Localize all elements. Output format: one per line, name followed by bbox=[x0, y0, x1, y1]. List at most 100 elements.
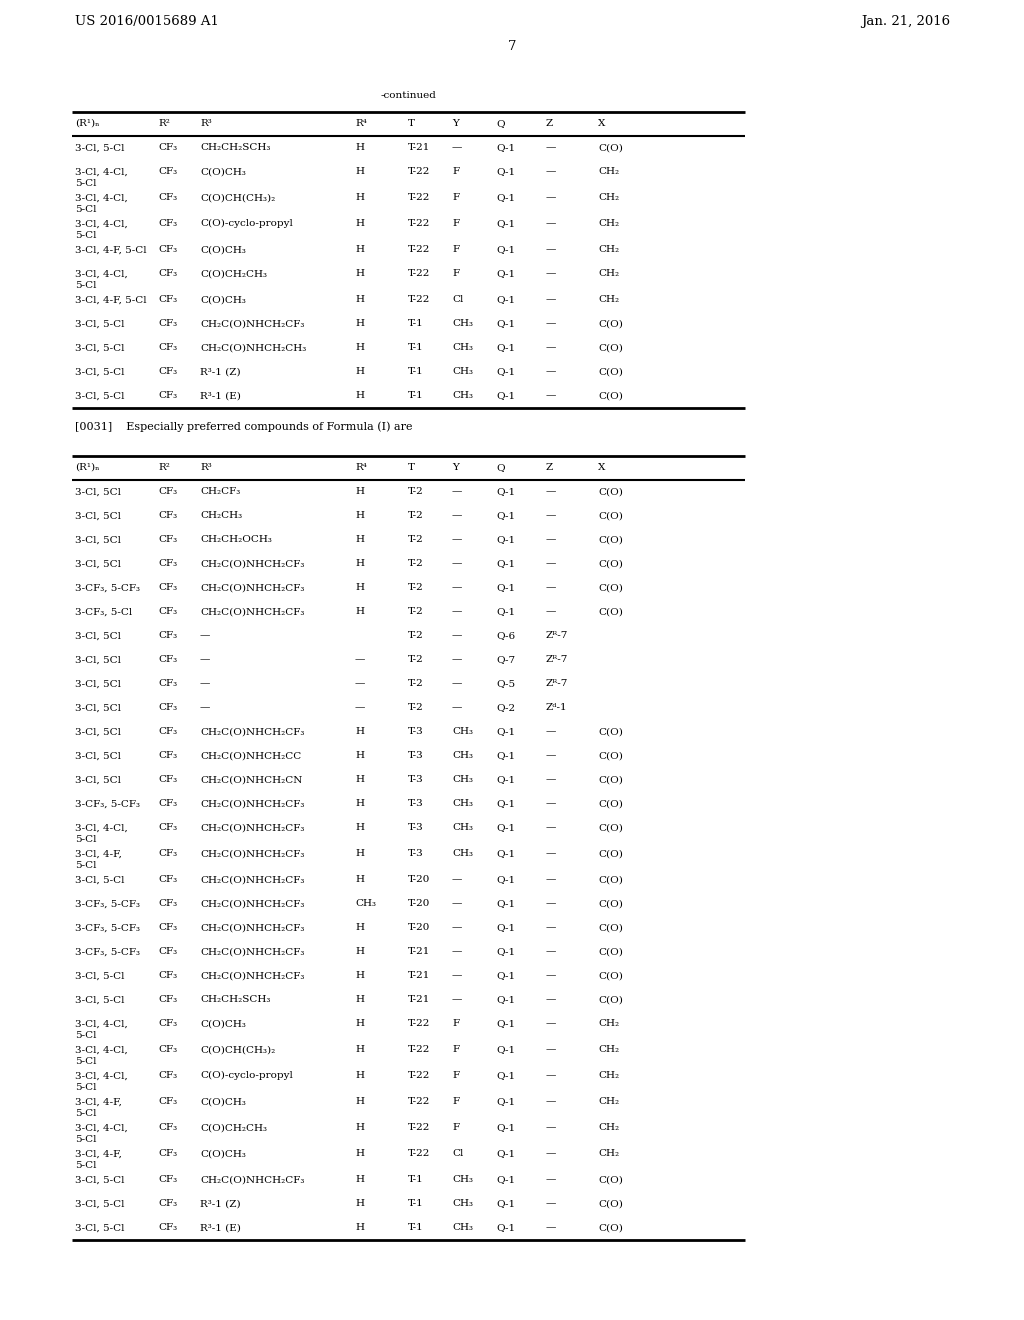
Text: Q-1: Q-1 bbox=[496, 727, 515, 737]
Text: CF₃: CF₃ bbox=[158, 1200, 177, 1209]
Text: 3-Cl, 4-F,: 3-Cl, 4-F, bbox=[75, 1150, 122, 1159]
Text: Q-1: Q-1 bbox=[496, 972, 515, 981]
Text: 3-Cl, 5Cl: 3-Cl, 5Cl bbox=[75, 656, 121, 664]
Text: CH₂: CH₂ bbox=[598, 296, 620, 305]
Text: CF₃: CF₃ bbox=[158, 824, 177, 833]
Text: CH₂CF₃: CH₂CF₃ bbox=[200, 487, 241, 496]
Text: Q-1: Q-1 bbox=[496, 168, 515, 177]
Text: —: — bbox=[546, 511, 556, 520]
Text: CF₃: CF₃ bbox=[158, 1072, 177, 1081]
Text: CH₂: CH₂ bbox=[598, 1150, 620, 1159]
Text: H: H bbox=[355, 367, 364, 376]
Text: —: — bbox=[546, 583, 556, 593]
Text: 3-CF₃, 5-CF₃: 3-CF₃, 5-CF₃ bbox=[75, 924, 140, 932]
Text: T-3: T-3 bbox=[408, 727, 424, 737]
Text: CF₃: CF₃ bbox=[158, 319, 177, 329]
Text: F: F bbox=[452, 269, 459, 279]
Text: C(O): C(O) bbox=[598, 751, 623, 760]
Text: Q-1: Q-1 bbox=[496, 560, 515, 569]
Text: -continued: -continued bbox=[380, 91, 436, 100]
Text: Zᴿ-7: Zᴿ-7 bbox=[546, 631, 568, 640]
Text: C(O)CH₃: C(O)CH₃ bbox=[200, 246, 246, 255]
Text: —: — bbox=[546, 924, 556, 932]
Text: CF₃: CF₃ bbox=[158, 776, 177, 784]
Text: —: — bbox=[546, 850, 556, 858]
Text: X: X bbox=[598, 463, 605, 473]
Text: F: F bbox=[452, 1123, 459, 1133]
Text: H: H bbox=[355, 219, 364, 228]
Text: R²: R² bbox=[158, 119, 170, 128]
Text: 3-Cl, 5Cl: 3-Cl, 5Cl bbox=[75, 680, 121, 689]
Text: CH₃: CH₃ bbox=[452, 319, 473, 329]
Text: —: — bbox=[546, 875, 556, 884]
Text: Q-1: Q-1 bbox=[496, 269, 515, 279]
Text: T-2: T-2 bbox=[408, 704, 424, 713]
Text: [0031]    Especially preferred compounds of Formula (I) are: [0031] Especially preferred compounds of… bbox=[75, 421, 413, 432]
Text: 3-Cl, 5-Cl: 3-Cl, 5-Cl bbox=[75, 367, 125, 376]
Text: CF₃: CF₃ bbox=[158, 1123, 177, 1133]
Text: T-2: T-2 bbox=[408, 536, 424, 544]
Text: T-1: T-1 bbox=[408, 1200, 424, 1209]
Text: C(O)CH₂CH₃: C(O)CH₂CH₃ bbox=[200, 269, 267, 279]
Text: CH₂C(O)NHCH₂CF₃: CH₂C(O)NHCH₂CF₃ bbox=[200, 727, 304, 737]
Text: Q-1: Q-1 bbox=[496, 144, 515, 153]
Text: CH₂: CH₂ bbox=[598, 1072, 620, 1081]
Text: CF₃: CF₃ bbox=[158, 1097, 177, 1106]
Text: —: — bbox=[546, 319, 556, 329]
Text: 3-Cl, 5-Cl: 3-Cl, 5-Cl bbox=[75, 1224, 125, 1233]
Text: Q-1: Q-1 bbox=[496, 1150, 515, 1159]
Text: 3-Cl, 5-Cl: 3-Cl, 5-Cl bbox=[75, 319, 125, 329]
Text: —: — bbox=[546, 1123, 556, 1133]
Text: CH₂C(O)NHCH₂CF₃: CH₂C(O)NHCH₂CF₃ bbox=[200, 875, 304, 884]
Text: 3-Cl, 4-F,: 3-Cl, 4-F, bbox=[75, 1097, 122, 1106]
Text: CF₃: CF₃ bbox=[158, 511, 177, 520]
Text: T-2: T-2 bbox=[408, 607, 424, 616]
Text: C(O): C(O) bbox=[598, 583, 623, 593]
Text: CH₃: CH₃ bbox=[452, 1200, 473, 1209]
Text: T-1: T-1 bbox=[408, 392, 424, 400]
Text: CH₂CH₃: CH₂CH₃ bbox=[200, 511, 242, 520]
Text: T-2: T-2 bbox=[408, 583, 424, 593]
Text: —: — bbox=[355, 704, 366, 713]
Text: CF₃: CF₃ bbox=[158, 487, 177, 496]
Text: CF₃: CF₃ bbox=[158, 194, 177, 202]
Text: F: F bbox=[452, 1019, 459, 1028]
Text: 3-CF₃, 5-CF₃: 3-CF₃, 5-CF₃ bbox=[75, 948, 140, 957]
Text: T-22: T-22 bbox=[408, 1150, 430, 1159]
Text: 3-CF₃, 5-Cl: 3-CF₃, 5-Cl bbox=[75, 607, 132, 616]
Text: —: — bbox=[546, 144, 556, 153]
Text: C(O): C(O) bbox=[598, 850, 623, 858]
Text: 3-Cl, 5Cl: 3-Cl, 5Cl bbox=[75, 776, 121, 784]
Text: F: F bbox=[452, 1072, 459, 1081]
Text: Q-1: Q-1 bbox=[496, 751, 515, 760]
Text: CF₃: CF₃ bbox=[158, 972, 177, 981]
Text: T-22: T-22 bbox=[408, 1019, 430, 1028]
Text: F: F bbox=[452, 219, 459, 228]
Text: C(O)-cyclo-propyl: C(O)-cyclo-propyl bbox=[200, 1072, 293, 1081]
Text: CF₃: CF₃ bbox=[158, 751, 177, 760]
Text: T-3: T-3 bbox=[408, 850, 424, 858]
Text: CF₃: CF₃ bbox=[158, 392, 177, 400]
Text: CH₂C(O)NHCH₂CF₃: CH₂C(O)NHCH₂CF₃ bbox=[200, 972, 304, 981]
Text: 5-Cl: 5-Cl bbox=[75, 836, 96, 843]
Text: T-22: T-22 bbox=[408, 1123, 430, 1133]
Text: —: — bbox=[452, 704, 463, 713]
Text: R³-1 (E): R³-1 (E) bbox=[200, 1224, 241, 1233]
Text: —: — bbox=[546, 560, 556, 569]
Text: 3-Cl, 4-F, 5-Cl: 3-Cl, 4-F, 5-Cl bbox=[75, 296, 146, 305]
Text: CF₃: CF₃ bbox=[158, 560, 177, 569]
Text: CF₃: CF₃ bbox=[158, 144, 177, 153]
Text: CF₃: CF₃ bbox=[158, 948, 177, 957]
Text: —: — bbox=[452, 680, 463, 689]
Text: H: H bbox=[355, 948, 364, 957]
Text: R³: R³ bbox=[200, 463, 212, 473]
Text: 3-Cl, 5Cl: 3-Cl, 5Cl bbox=[75, 536, 121, 544]
Text: 3-Cl, 4-Cl,: 3-Cl, 4-Cl, bbox=[75, 1019, 128, 1028]
Text: Q-1: Q-1 bbox=[496, 219, 515, 228]
Text: C(O): C(O) bbox=[598, 924, 623, 932]
Text: —: — bbox=[200, 680, 210, 689]
Text: CH₂C(O)NHCH₂CC: CH₂C(O)NHCH₂CC bbox=[200, 751, 301, 760]
Text: CF₃: CF₃ bbox=[158, 168, 177, 177]
Text: 5-Cl: 5-Cl bbox=[75, 281, 96, 290]
Text: C(O)CH₃: C(O)CH₃ bbox=[200, 1150, 246, 1159]
